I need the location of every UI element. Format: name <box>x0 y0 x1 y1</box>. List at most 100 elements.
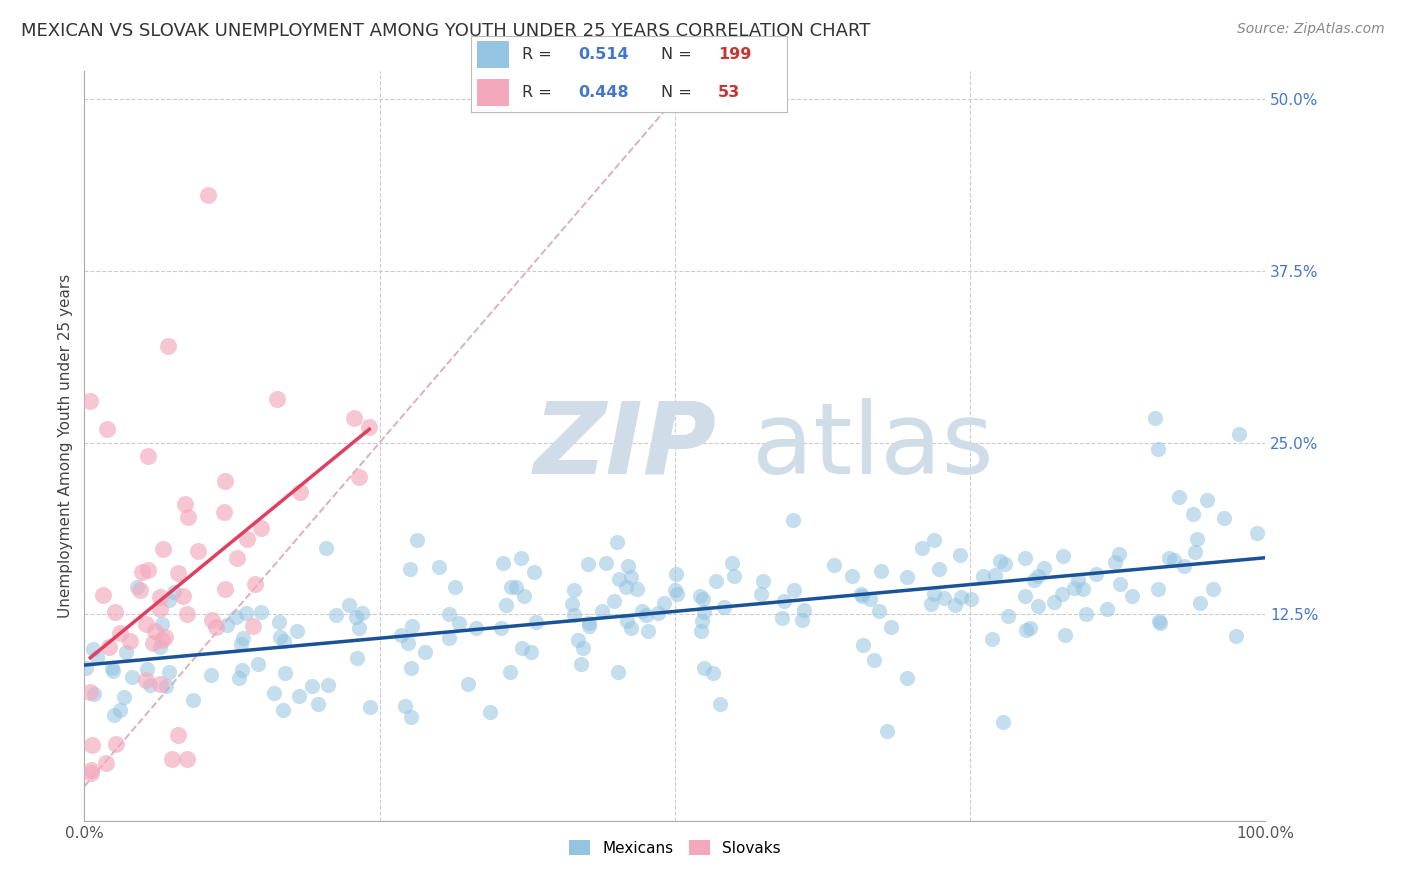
Point <box>112 690 135 705</box>
Point <box>636 608 658 623</box>
Point <box>602 593 624 607</box>
Point <box>752 574 775 588</box>
Point <box>690 615 713 629</box>
Point <box>637 624 659 638</box>
Point <box>510 641 533 656</box>
Point <box>86 649 108 664</box>
Point <box>749 587 772 601</box>
Point <box>401 619 423 633</box>
Point <box>578 615 600 630</box>
Point <box>172 589 194 603</box>
Point <box>394 699 416 714</box>
Point <box>325 608 347 623</box>
Point <box>91 588 114 602</box>
Point <box>342 411 364 425</box>
Point <box>245 577 267 591</box>
Point <box>1076 607 1098 622</box>
Point <box>80 765 103 780</box>
Point <box>152 541 174 556</box>
Point <box>561 597 583 611</box>
Point <box>1052 587 1074 601</box>
Point <box>1028 599 1050 614</box>
Point <box>135 617 157 632</box>
Point <box>870 564 893 578</box>
Point <box>949 590 972 604</box>
Point <box>567 633 589 648</box>
Point <box>225 610 247 624</box>
Point <box>1147 582 1170 597</box>
Point <box>131 566 153 580</box>
Point <box>823 558 845 572</box>
Point <box>157 665 180 679</box>
Text: Source: ZipAtlas.com: Source: ZipAtlas.com <box>1237 22 1385 37</box>
Point <box>104 737 127 751</box>
Point <box>564 583 586 598</box>
Point <box>505 580 527 594</box>
Point <box>495 598 517 612</box>
Point <box>153 631 176 645</box>
Point <box>159 592 181 607</box>
Point <box>949 549 972 563</box>
Point <box>1202 582 1225 597</box>
Point <box>782 513 804 527</box>
Point <box>709 697 731 711</box>
Point <box>201 613 224 627</box>
Point <box>509 551 531 566</box>
Point <box>200 668 222 682</box>
Point <box>1097 601 1119 615</box>
Point <box>851 589 873 603</box>
Point <box>427 559 450 574</box>
Point <box>135 673 157 688</box>
Point <box>1014 551 1036 566</box>
Point <box>972 568 994 582</box>
Point <box>183 693 205 707</box>
Point <box>690 624 713 639</box>
Point <box>177 510 200 524</box>
Point <box>572 640 595 655</box>
Point <box>1054 628 1077 642</box>
Point <box>997 608 1019 623</box>
Text: 199: 199 <box>718 47 751 62</box>
Point <box>491 621 513 635</box>
Point <box>1147 615 1170 629</box>
Point <box>136 450 159 464</box>
Point <box>405 533 427 547</box>
Point <box>186 544 208 558</box>
Point <box>666 587 689 601</box>
Point <box>868 604 890 618</box>
Point <box>911 541 934 555</box>
Point <box>499 665 522 679</box>
Point <box>523 565 546 579</box>
Point <box>235 606 257 620</box>
Point <box>934 591 956 605</box>
Point <box>631 604 654 618</box>
Point <box>1018 621 1040 635</box>
Text: R =: R = <box>522 47 557 62</box>
Point <box>108 625 131 640</box>
Point <box>617 558 640 573</box>
Point <box>1014 623 1036 637</box>
Point <box>626 582 648 597</box>
Point <box>595 556 617 570</box>
Point <box>174 497 197 511</box>
Point <box>689 589 711 603</box>
Point <box>149 602 172 616</box>
Point <box>273 665 295 680</box>
Point <box>231 663 253 677</box>
Point <box>1195 493 1218 508</box>
Point <box>236 532 259 546</box>
Point <box>702 665 724 680</box>
Point <box>214 474 236 488</box>
Point <box>139 678 162 692</box>
Point <box>82 641 104 656</box>
Point <box>920 597 942 611</box>
Point <box>444 580 467 594</box>
Point <box>1108 576 1130 591</box>
Text: 53: 53 <box>718 85 740 100</box>
Point <box>620 621 643 635</box>
Point <box>770 611 793 625</box>
Point <box>316 678 339 692</box>
Point <box>101 664 124 678</box>
Point <box>359 420 381 434</box>
Point <box>128 583 150 598</box>
